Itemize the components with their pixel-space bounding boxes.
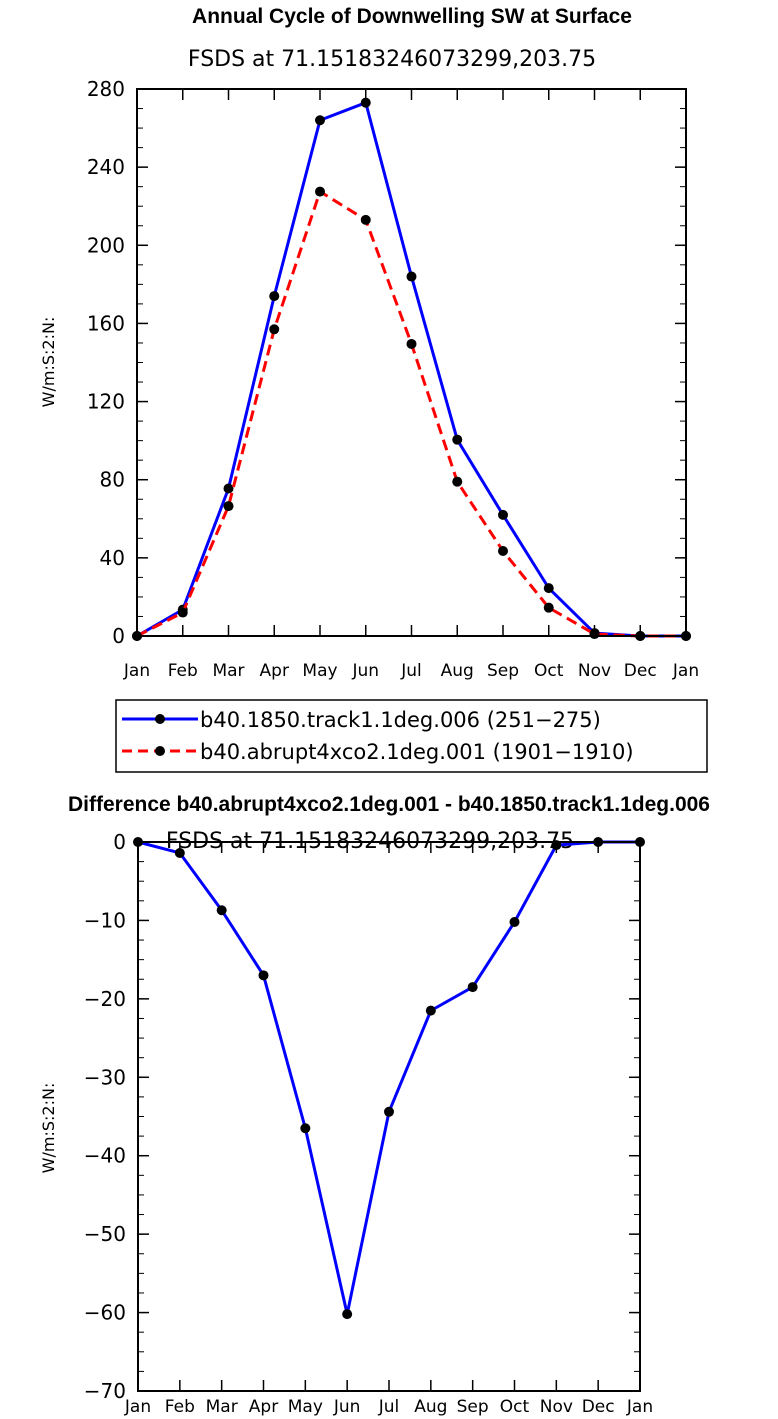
y-tick-label: 280: [87, 77, 125, 101]
x-tick-label: Apr: [249, 1397, 278, 1417]
y-tick-label: −70: [84, 1379, 126, 1403]
series-0-point: [223, 483, 234, 494]
x-tick-label: Jul: [400, 661, 422, 681]
y-tick-label: 160: [87, 311, 125, 335]
chart1-title: Annual Cycle of Downwelling SW at Surfac…: [192, 5, 632, 28]
series-0-point: [509, 916, 520, 927]
series-1-point: [315, 186, 325, 197]
x-tick-label: Nov: [578, 661, 611, 681]
x-tick-label: Oct: [534, 661, 564, 681]
chart1-ylabel: W/m:S:2:N:: [39, 317, 58, 408]
series-1-point: [406, 338, 417, 349]
series-0-point: [452, 434, 463, 445]
legend-label-control: b40.1850.track1.1deg.006 (251−275): [200, 708, 601, 732]
y-tick-label: −50: [84, 1222, 126, 1246]
x-tick-label: Jan: [123, 661, 150, 681]
series-line-1: [136, 190, 686, 638]
series-line-0: [137, 840, 640, 1316]
x-tick-label: Jun: [351, 661, 379, 681]
legend-box: [115, 699, 708, 773]
series-line-0: [136, 101, 686, 638]
legend-entry-control: b40.1850.track1.1deg.006 (251−275): [122, 708, 601, 732]
y-tick-label: 240: [87, 155, 125, 179]
series-1-point: [452, 476, 463, 487]
x-tick-label: Dec: [582, 1397, 615, 1417]
series-1-point: [498, 546, 508, 557]
chart1-y-tick-labels: 0 40 80 120 160 200 240 280: [87, 77, 125, 648]
series-0-point: [342, 1309, 353, 1320]
x-tick-label: Apr: [260, 661, 289, 681]
x-tick-label: May: [302, 661, 337, 681]
x-tick-label: Feb: [165, 1397, 195, 1417]
chart1-legend: b40.1850.track1.1deg.006 (251−275) b40.a…: [115, 699, 708, 773]
series-0-point: [406, 271, 417, 282]
legend-entry-abrupt4xco2: b40.abrupt4xco2.1deg.001 (1901−1910): [122, 740, 634, 764]
series-1-point: [360, 214, 371, 225]
legend-marker-abrupt4xco2: [155, 746, 165, 756]
x-tick-label: Feb: [168, 661, 198, 681]
series-1-point: [223, 501, 234, 512]
y-tick-label: 0: [112, 624, 125, 648]
chart2-ylabel: W/m:S:2:N:: [39, 1083, 58, 1174]
series-0-point: [498, 509, 508, 520]
y-tick-label: 0: [113, 830, 126, 854]
series-0-point: [300, 1123, 311, 1134]
chart-annual-cycle: Annual Cycle of Downwelling SW at Surfac…: [39, 5, 708, 773]
x-tick-label: Jan: [626, 1397, 653, 1417]
chart1-ticks: [136, 88, 687, 637]
x-tick-label: Oct: [500, 1397, 530, 1417]
chart1-plot-frame: [136, 88, 687, 637]
x-tick-label: May: [288, 1397, 323, 1417]
x-tick-label: Jan: [124, 1397, 151, 1417]
x-tick-label: Dec: [624, 661, 657, 681]
chart2-y-tick-labels: 0 −10 −20 −30 −40 −50 −60 −70: [84, 830, 126, 1403]
series-0-point: [216, 905, 227, 916]
x-tick-label: Nov: [540, 1397, 573, 1417]
y-tick-label: 40: [100, 546, 125, 570]
series-1-point: [589, 629, 600, 640]
x-tick-label: Jan: [672, 661, 699, 681]
series-0-point: [269, 291, 280, 302]
x-tick-label: Aug: [414, 1397, 447, 1417]
series-0-point: [467, 982, 478, 993]
chart2-plot-frame: [137, 841, 641, 1392]
chart-difference: Difference b40.abrupt4xco2.1deg.001 - b4…: [39, 793, 710, 1417]
y-tick-label: −40: [84, 1144, 126, 1168]
chart2-title: Difference b40.abrupt4xco2.1deg.001 - b4…: [68, 793, 710, 816]
chart2-series: [133, 837, 645, 1320]
legend-label-abrupt4xco2: b40.abrupt4xco2.1deg.001 (1901−1910): [200, 740, 634, 764]
y-tick-label: −30: [84, 1065, 126, 1089]
series-0-point: [425, 1005, 436, 1016]
series-0-point: [315, 115, 325, 126]
x-tick-label: Sep: [457, 1397, 489, 1417]
series-1-point: [543, 602, 554, 613]
x-tick-label: Mar: [212, 661, 244, 681]
series-0-point: [174, 847, 185, 858]
x-tick-label: Jul: [378, 1397, 400, 1417]
x-tick-label: Sep: [487, 661, 519, 681]
series-0-point: [258, 970, 269, 981]
chart1-x-tick-labels: Jan Feb Mar Apr May Jun Jul Aug Sep Oct Nov Dec Jan: [123, 661, 699, 681]
x-tick-label: Mar: [206, 1397, 238, 1417]
y-tick-label: −10: [84, 908, 126, 932]
x-tick-label: Aug: [441, 661, 474, 681]
chart1-series: [132, 97, 691, 641]
y-tick-label: 200: [87, 233, 125, 257]
x-tick-label: Jun: [333, 1397, 361, 1417]
chart2-x-tick-labels: Jan Feb Mar Apr May Jun Jul Aug Sep Oct Nov Dec Jan: [124, 1397, 653, 1417]
chart1-subtitle: FSDS at 71.15183246073299,203.75: [188, 47, 596, 72]
y-tick-label: −20: [84, 987, 126, 1011]
y-tick-label: −60: [84, 1301, 126, 1325]
series-0-point: [543, 583, 554, 594]
y-tick-label: 80: [100, 468, 125, 492]
series-0-point: [384, 1106, 394, 1117]
series-0-point: [360, 97, 371, 108]
series-1-point: [177, 607, 188, 618]
y-tick-label: 120: [87, 390, 125, 414]
legend-marker-control: [155, 714, 165, 724]
series-1-point: [269, 324, 280, 335]
